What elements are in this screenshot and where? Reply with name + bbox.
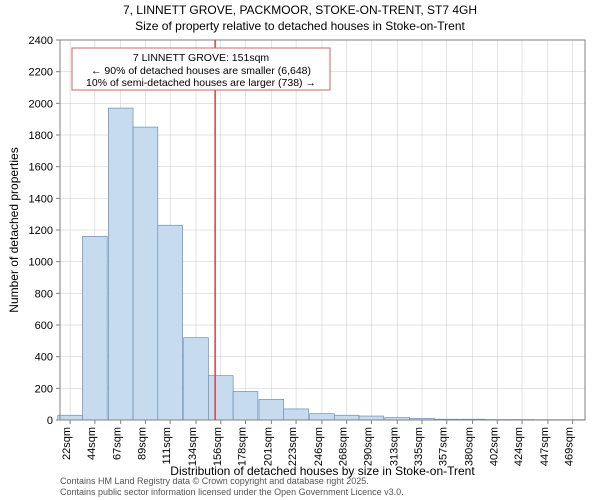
- x-tick-label: 335sqm: [413, 427, 425, 466]
- histogram-bar: [233, 392, 258, 421]
- footer-line-2: Contains public sector information licen…: [60, 487, 404, 497]
- y-tick-label: 1600: [29, 162, 53, 174]
- y-tick-label: 400: [35, 352, 53, 364]
- x-tick-label: 447sqm: [539, 427, 551, 466]
- x-tick-label: 201sqm: [262, 427, 274, 466]
- y-tick-label: 0: [47, 415, 53, 427]
- annotation-line-1: 7 LINNETT GROVE: 151sqm: [133, 52, 270, 64]
- x-tick-label: 44sqm: [86, 427, 98, 460]
- x-tick-label: 380sqm: [464, 427, 476, 466]
- x-tick-label: 357sqm: [438, 427, 450, 466]
- x-tick-label: 290sqm: [362, 427, 374, 466]
- histogram-bar: [82, 236, 107, 420]
- x-tick-label: 424sqm: [513, 427, 525, 466]
- histogram-bar: [208, 376, 233, 420]
- histogram-bar: [310, 414, 335, 420]
- histogram-bar: [334, 415, 359, 420]
- histogram-bar: [184, 338, 209, 420]
- x-tick-label: 156sqm: [212, 427, 224, 466]
- x-tick-label: 111sqm: [161, 427, 173, 465]
- histogram-bar: [259, 399, 284, 420]
- histogram-bar: [284, 409, 309, 420]
- x-tick-label: 67sqm: [112, 427, 124, 460]
- chart-title-2: Size of property relative to detached ho…: [135, 19, 465, 33]
- footer-line-1: Contains HM Land Registry data © Crown c…: [60, 476, 369, 486]
- x-tick-label: 223sqm: [287, 427, 299, 466]
- chart-title-1: 7, LINNETT GROVE, PACKMOOR, STOKE-ON-TRE…: [123, 3, 477, 17]
- x-tick-label: 89sqm: [136, 427, 148, 460]
- histogram-bar: [58, 415, 83, 420]
- x-tick-label: 134sqm: [187, 427, 199, 466]
- y-tick-label: 1400: [29, 193, 53, 205]
- y-tick-label: 800: [35, 288, 53, 300]
- y-tick-label: 200: [35, 383, 53, 395]
- y-axis-label: Number of detached properties: [7, 147, 21, 312]
- histogram-bar: [133, 127, 158, 420]
- x-tick-label: 402sqm: [488, 427, 500, 466]
- histogram-bar: [158, 225, 183, 420]
- y-tick-label: 1800: [29, 130, 53, 142]
- chart-container: 7, LINNETT GROVE, PACKMOOR, STOKE-ON-TRE…: [0, 0, 600, 500]
- y-tick-label: 600: [35, 320, 53, 332]
- histogram-bar: [108, 108, 133, 420]
- x-tick-label: 268sqm: [338, 427, 350, 466]
- x-tick-label: 22sqm: [61, 427, 73, 460]
- x-tick-label: 246sqm: [313, 427, 325, 466]
- annotation-line-2: ← 90% of detached houses are smaller (6,…: [91, 65, 311, 77]
- y-tick-label: 2400: [29, 35, 53, 47]
- x-tick-label: 178sqm: [236, 427, 248, 466]
- annotation-line-3: 10% of semi-detached houses are larger (…: [86, 77, 316, 89]
- histogram-bar: [359, 416, 384, 420]
- x-tick-label: 469sqm: [564, 427, 576, 466]
- y-tick-label: 2200: [29, 67, 53, 79]
- histogram-chart: 7, LINNETT GROVE, PACKMOOR, STOKE-ON-TRE…: [0, 0, 600, 500]
- y-tick-label: 1000: [29, 257, 53, 269]
- y-tick-label: 2000: [29, 98, 53, 110]
- y-tick-label: 1200: [29, 225, 53, 237]
- x-tick-label: 313sqm: [388, 427, 400, 466]
